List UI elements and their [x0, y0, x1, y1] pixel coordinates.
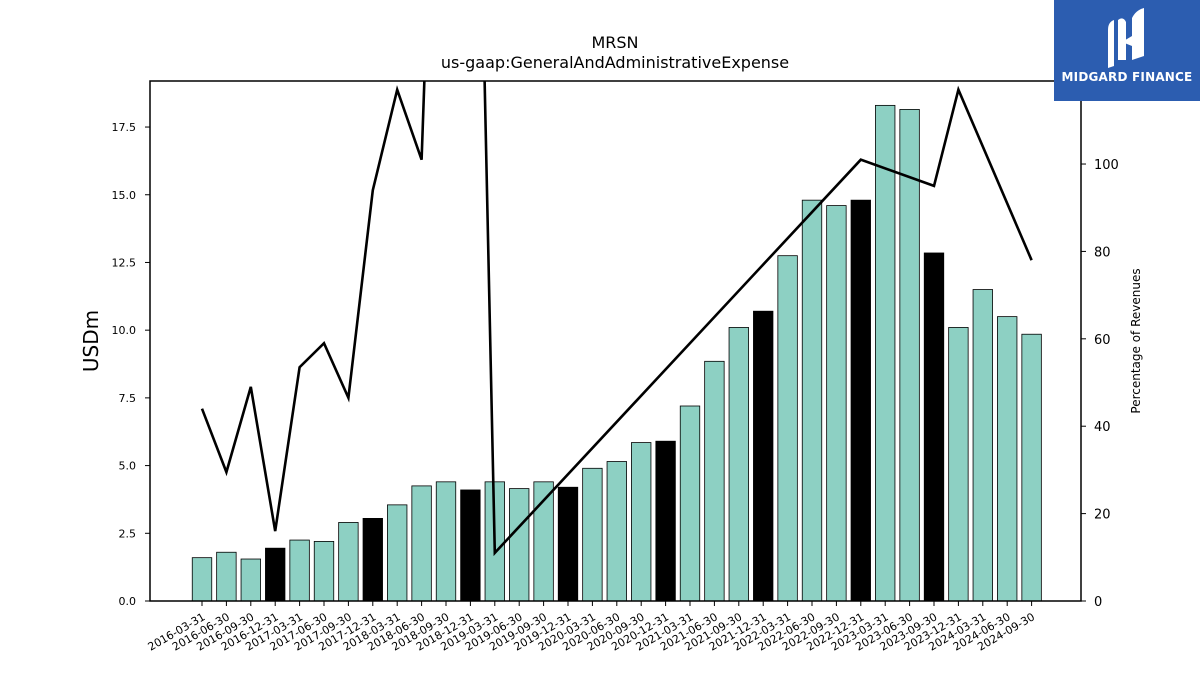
bar-2020-03-31: [582, 467, 603, 602]
bar-2016-03-31: [191, 557, 213, 602]
plot-frame: [149, 80, 1082, 602]
y-axis-right: 0 20 40 60 80 100: [1081, 158, 1119, 610]
y2-tick-label: 40: [1094, 420, 1111, 435]
y-tick-label: 10.0: [112, 324, 137, 337]
y-axis-left: 0.0 2.5 5.0 7.5 10.0 12.5 15.0 17.5: [112, 121, 150, 608]
logo-mark-icon: [1108, 8, 1144, 68]
bar-2021-09-30: [728, 327, 749, 602]
bar-2024-09-30: [1021, 333, 1042, 602]
bar-2024-06-30: [997, 316, 1018, 602]
bar-2018-03-31: [387, 504, 408, 602]
bar-2017-06-30: [313, 541, 335, 602]
bar-2018-09-30: [435, 481, 457, 602]
y2-tick-label: 80: [1094, 245, 1111, 260]
bar-2018-12-31: [460, 489, 481, 602]
bar-2016-12-31: [265, 547, 286, 602]
bar-2016-06-30: [216, 551, 237, 602]
bar-2020-12-31: [655, 440, 676, 602]
bar-2021-12-31: [753, 310, 774, 602]
line-series: [200, 81, 1033, 557]
y2-tick-label: 60: [1094, 333, 1111, 348]
bar-2022-12-31: [850, 199, 871, 602]
bar-2022-06-30: [801, 199, 823, 602]
bar-2020-09-30: [631, 442, 652, 602]
bar-2023-12-31: [948, 327, 969, 602]
y2-tick-label: 20: [1094, 508, 1111, 523]
y-tick-label: 15.0: [112, 189, 137, 202]
logo-text: MIDGARD FINANCE: [1061, 70, 1193, 84]
bar-2019-06-30: [509, 488, 530, 602]
x-axis: 2016-03-312016-06-302016-09-302016-12-31…: [146, 601, 1037, 654]
y-tick-label: 12.5: [112, 256, 137, 269]
y-tick-label: 17.5: [112, 121, 137, 134]
bar-2020-06-30: [606, 461, 627, 602]
bar-2022-09-30: [826, 205, 847, 602]
midgard-finance-logo: MIDGARD FINANCE: [1054, 0, 1200, 101]
y-axis-label: USDm: [79, 310, 103, 372]
bar-2021-06-30: [704, 360, 725, 602]
y-tick-label: 2.5: [119, 527, 137, 540]
bar-2017-03-31: [289, 539, 310, 602]
y2-tick-label: 0: [1094, 595, 1102, 610]
bar-2016-09-30: [240, 558, 261, 602]
y2-tick-label: 100: [1094, 158, 1119, 173]
bar-2017-09-30: [338, 522, 359, 602]
bar-2024-03-31: [972, 289, 993, 602]
y-tick-label: 5.0: [119, 460, 137, 473]
line-pct-of-revenues: [200, 81, 1033, 557]
y-tick-label: 7.5: [119, 392, 137, 405]
bar-2023-09-30: [923, 252, 945, 602]
chart-title: MRSN: [591, 33, 638, 52]
y2-axis-label: Percentage of Revenues: [1129, 268, 1143, 413]
bar-2021-03-31: [679, 405, 701, 602]
bar-series: [191, 104, 1042, 602]
chart-subtitle: us-gaap:GeneralAndAdministrativeExpense: [441, 53, 789, 72]
bar-2023-06-30: [899, 109, 920, 602]
bar-2018-06-30: [411, 485, 432, 602]
bar-2022-03-31: [777, 255, 798, 602]
bar-2023-03-31: [875, 104, 896, 602]
bar-2017-12-31: [362, 517, 383, 602]
bar-2019-12-31: [557, 486, 579, 602]
y-tick-label: 0.0: [119, 595, 137, 608]
